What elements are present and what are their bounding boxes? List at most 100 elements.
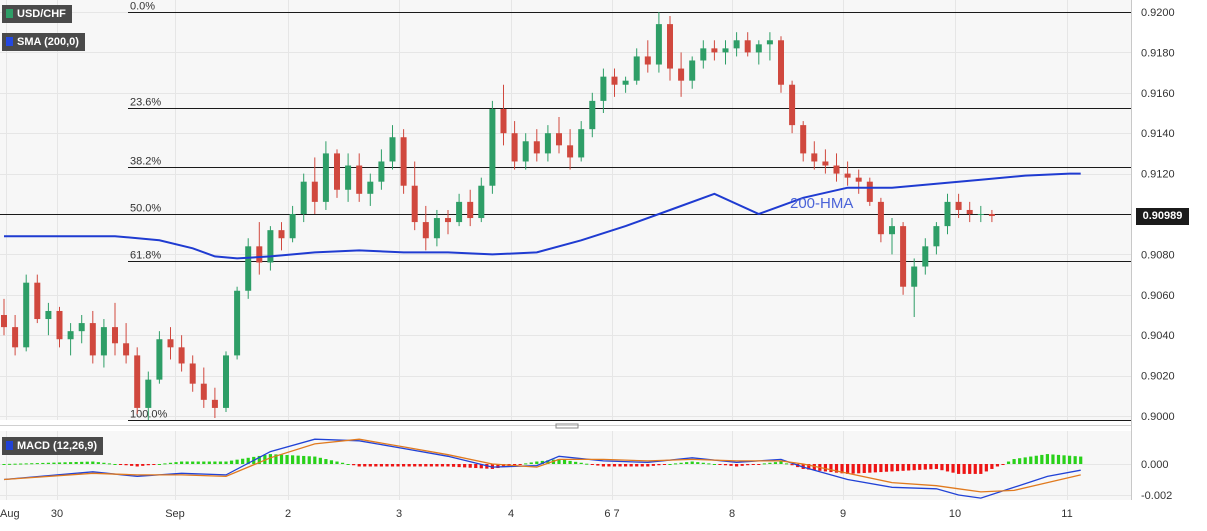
macd-histogram-bar xyxy=(934,464,938,469)
macd-histogram-bar xyxy=(80,461,84,464)
candle-body xyxy=(433,218,440,239)
macd-histogram-bar xyxy=(13,463,17,465)
macd-histogram-bar xyxy=(52,462,56,464)
candle-body xyxy=(589,100,596,130)
macd-histogram-bar xyxy=(740,464,744,466)
candle-body xyxy=(322,153,329,202)
macd-histogram-bar xyxy=(540,460,544,464)
macd-line xyxy=(3,438,1081,499)
macd-histogram-bar xyxy=(823,464,827,472)
candle-body xyxy=(533,141,540,154)
candle-body xyxy=(356,165,363,194)
color-swatch-icon xyxy=(6,441,13,450)
macd-histogram-bar xyxy=(907,464,911,471)
candle-body xyxy=(822,161,829,166)
macd-histogram-bar xyxy=(207,461,211,464)
candle-body xyxy=(811,153,818,162)
candle-body xyxy=(245,246,252,291)
macd-histogram-bar xyxy=(851,464,855,474)
candle-body xyxy=(67,331,74,340)
candle-body xyxy=(877,201,884,235)
macd-histogram-bar xyxy=(440,464,445,467)
candle-body xyxy=(833,165,840,174)
macd-axis-tick: 0.000 xyxy=(1141,459,1169,471)
macd-histogram-bar xyxy=(191,461,195,464)
time-axis-tick: 3 xyxy=(396,508,402,520)
candle-body xyxy=(511,133,518,162)
instrument-tag[interactable]: USD/CHF xyxy=(2,5,72,23)
macd-histogram-bar xyxy=(135,464,139,467)
time-axis-tick: 10 xyxy=(949,508,961,520)
macd-histogram-bar xyxy=(313,456,317,464)
candle-body xyxy=(100,327,107,356)
macd-histogram-bar xyxy=(701,462,705,464)
macd-histogram-bar xyxy=(202,461,206,464)
candle-body xyxy=(289,214,296,239)
candle-body xyxy=(278,230,285,239)
macd-histogram-bar xyxy=(429,464,433,467)
macd-histogram-bar xyxy=(1040,454,1044,464)
candle-body xyxy=(900,226,907,287)
macd-histogram-bar xyxy=(990,464,994,469)
macd-histogram-bar xyxy=(285,455,289,464)
macd-histogram-bar xyxy=(279,454,284,464)
time-axis-tick: 6 7 xyxy=(604,508,619,520)
macd-indicator-tag[interactable]: MACD (12,26,9) xyxy=(2,437,104,455)
macd-histogram-bar xyxy=(374,464,378,467)
panel-resize-handle[interactable] xyxy=(555,423,579,429)
macd-histogram-bar xyxy=(723,464,728,466)
macd-histogram-bar xyxy=(834,464,839,473)
macd-histogram-bar xyxy=(718,464,722,465)
macd-histogram-bar xyxy=(746,464,750,466)
macd-histogram-bar xyxy=(257,455,261,464)
macd-histogram-bar xyxy=(790,464,794,466)
candle-body xyxy=(667,24,673,69)
fib-level-label: 38.2% xyxy=(130,156,161,168)
candle-body xyxy=(34,282,41,320)
macd-histogram-bar xyxy=(46,462,50,464)
candle-body xyxy=(522,141,529,162)
candle-body xyxy=(611,76,618,85)
macd-histogram-bar xyxy=(418,464,422,467)
candle-body xyxy=(755,44,762,53)
macd-histogram-bar xyxy=(751,464,755,465)
candle-body xyxy=(955,201,962,210)
candle-body xyxy=(23,282,30,348)
macd-histogram-bar xyxy=(895,464,900,472)
candle-body xyxy=(988,214,995,217)
candle-body xyxy=(123,343,130,356)
macd-histogram-bar xyxy=(973,464,977,474)
candle-body xyxy=(500,108,507,134)
color-swatch-icon xyxy=(6,9,13,18)
macd-histogram-bar xyxy=(673,463,678,465)
macd-histogram-bar xyxy=(368,464,372,467)
macd-histogram-bar xyxy=(385,464,389,467)
candle-body xyxy=(256,246,263,263)
macd-histogram-bar xyxy=(784,463,789,465)
macd-histogram-bar xyxy=(118,464,123,465)
macd-histogram-bar xyxy=(268,454,272,464)
macd-histogram-bar xyxy=(396,464,400,467)
macd-histogram-bar xyxy=(712,464,716,465)
macd-histogram-bar xyxy=(451,464,456,467)
macd-histogram-bar xyxy=(646,464,650,467)
candle-body xyxy=(622,80,629,85)
macd-histogram-bar xyxy=(568,460,572,464)
macd-histogram-bar xyxy=(2,464,6,465)
candle-body xyxy=(300,181,307,214)
macd-histogram-bar xyxy=(402,464,406,467)
macd-histogram-bar xyxy=(945,464,950,472)
hma-200-line xyxy=(4,172,1081,260)
candle-body xyxy=(134,355,141,408)
macd-histogram-bar xyxy=(707,463,711,465)
macd-histogram-bar xyxy=(657,464,661,466)
macd-histogram-bar xyxy=(352,464,356,466)
macd-histogram-bar xyxy=(585,463,589,465)
time-axis-tick: 2 xyxy=(285,508,291,520)
candle-body xyxy=(977,214,984,215)
candle-body xyxy=(156,339,163,380)
sma-indicator-tag[interactable]: SMA (200,0) xyxy=(2,33,85,51)
macd-histogram-bar xyxy=(152,464,156,465)
